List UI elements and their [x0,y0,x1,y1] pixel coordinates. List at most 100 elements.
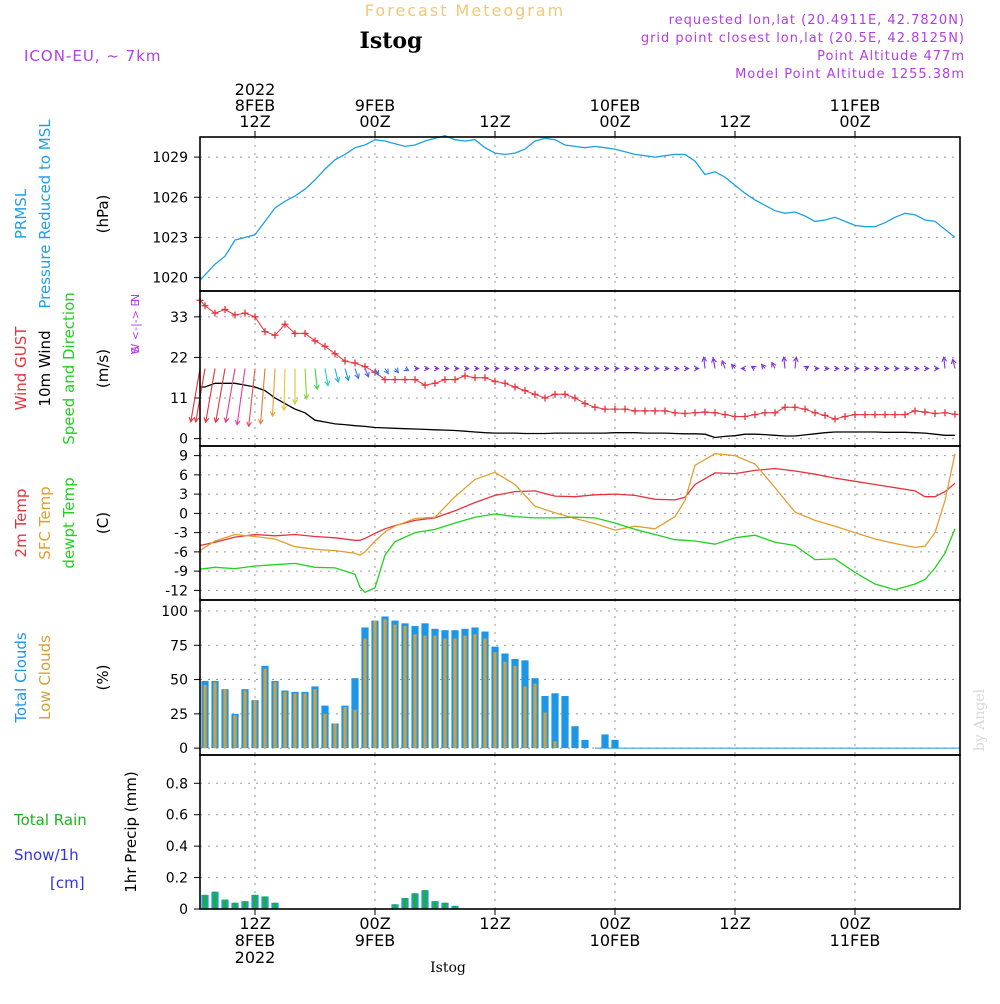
wind-arrow-head [303,394,310,400]
gust-point [211,309,219,317]
gust-point [561,390,569,398]
y-tick-label: -12 [165,583,188,599]
wind-direction-arrow [271,368,276,417]
low-cloud-bar [203,685,207,749]
rain-bar [263,896,267,909]
low-cloud-bar [283,691,287,749]
rain-bar [443,902,447,909]
total-cloud-bar [611,739,619,749]
top-time-label: 12Z [479,112,510,131]
rain-bar [213,891,217,909]
wind-arrow-head [663,365,670,372]
gust-point [401,376,409,384]
gust-point [301,329,309,337]
wind-arrow-head [324,380,331,387]
panel-unit: (m/s) [94,349,112,388]
y-tick-label: 9 [179,449,188,465]
wind-arrow-head [493,365,500,372]
gust-point [441,376,449,384]
y-tick-label: 0.2 [166,871,188,887]
rain-bar [453,905,457,909]
compass-west-east: W <-|-> E [129,300,142,355]
bottom-time-label: 2022 [235,948,276,967]
rain-bar [403,898,407,909]
wind-arrow-head [913,365,920,372]
gust-point [741,412,749,420]
location-title: Istog [360,28,423,54]
wind-arrow-head [613,365,620,372]
wind-arrow-head [653,365,660,372]
gust-point [861,411,869,419]
bottom-time-label: 11FEB [830,931,881,950]
rain-bar [393,904,397,909]
low-cloud-bar [533,683,537,749]
panel-label: Pressure Reduced to MSL [36,119,54,309]
top-time-label: 12Z [239,112,270,131]
gust-point [431,379,439,387]
y-tick-label: 100 [161,604,188,620]
rain-bar [233,902,237,909]
gust-point [901,411,909,419]
gust-point [341,357,349,365]
wind-arrow-head [223,417,230,424]
wind-arrow-head [513,365,520,372]
wind-arrow-head [603,365,610,372]
y-tick-label: 1026 [152,190,188,206]
wind-arrow-head [483,365,490,372]
wind-arrow-head [941,356,948,363]
y-tick-label: 11 [170,391,188,407]
low-cloud-bar [553,741,557,749]
wind-arrow-head [813,365,820,372]
y-tick-label: 1029 [152,150,188,166]
low-cloud-bar [223,689,227,749]
wind-arrow-head [683,365,690,372]
total-cloud-bar [551,693,559,749]
wind-arrow-head [246,421,252,428]
low-cloud-bar [263,668,267,749]
total-cloud-bar [571,726,579,749]
wind-arrow-head [543,365,550,372]
gust-point [261,328,269,336]
wind-direction-arrow [324,368,329,386]
gust-point [701,408,709,416]
gust-point [871,411,879,419]
wind-arrow-head [403,366,410,372]
gust-point [751,411,759,419]
wind-arrow-head [373,370,380,377]
y-tick-label: 0 [179,432,188,448]
wind-arrow-head [593,365,600,372]
gust-point [471,374,479,382]
wind-arrow-head [473,365,480,372]
y-tick-label: 25 [170,707,188,723]
panel-label: Total Clouds [12,632,30,724]
y-tick-label: 75 [170,638,188,654]
panel-frame [199,136,961,292]
rain-bar [223,899,227,909]
gust-point [581,400,589,408]
wind-direction-arrow [952,359,956,369]
rain-bar [243,901,247,909]
wind-arrow-head [573,365,580,372]
panel-unit: (C) [94,512,112,534]
dewpt-line [199,513,956,594]
compass-south: S [129,346,142,353]
wind-arrow-head [553,365,560,372]
panel-unit: 1hr Precip (mm) [122,771,140,892]
top-time-label: 9FEB [355,96,395,115]
wind-direction-arrow [248,368,256,427]
y-tick-label: 0 [179,506,188,522]
gust-point [331,350,339,358]
low-cloud-bar [233,715,237,749]
chart-title: Forecast Meteogram [365,1,565,20]
wind-arrow-head [213,417,220,424]
gust-point [351,359,359,367]
gust-point [721,411,729,419]
wind-direction-arrow [225,368,236,423]
gust-point [241,309,249,317]
gust-point [811,409,819,417]
wind-arrow-head [523,365,530,372]
wind-arrow-head [833,365,840,372]
wind-arrow-head [503,365,510,372]
wind-direction-arrow [364,368,370,378]
rain-bar [203,894,207,909]
